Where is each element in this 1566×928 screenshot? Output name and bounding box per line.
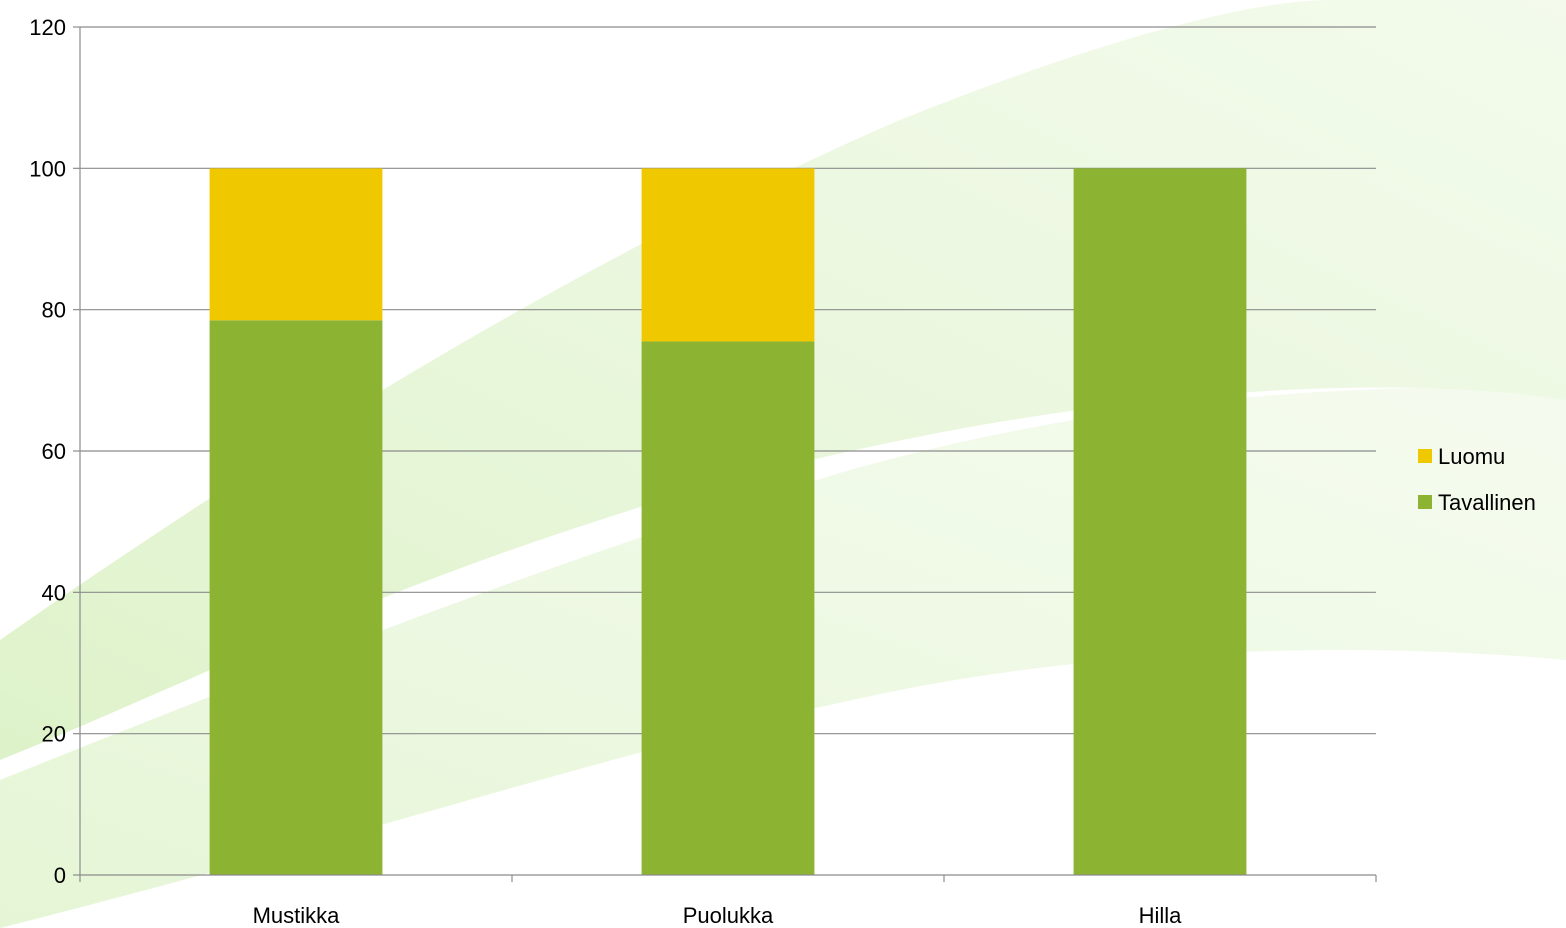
x-tick-label: Mustikka bbox=[253, 903, 341, 928]
axes bbox=[73, 26, 1377, 882]
bar-luomu-puolukka bbox=[641, 168, 815, 342]
x-tick-label: Puolukka bbox=[683, 903, 774, 928]
y-tick-label: 100 bbox=[29, 156, 66, 181]
y-tick-label: 60 bbox=[42, 439, 66, 464]
y-tick-label: 80 bbox=[42, 298, 66, 323]
y-tick-label: 120 bbox=[29, 15, 66, 40]
legend-swatch-tavallinen bbox=[1418, 495, 1432, 509]
y-tick-label: 40 bbox=[42, 580, 66, 605]
legend-label-tavallinen: Tavallinen bbox=[1438, 490, 1536, 515]
y-axis-tick-labels: 0 20 40 60 80 100 120 bbox=[29, 15, 66, 888]
legend: Luomu Tavallinen bbox=[1418, 444, 1536, 515]
x-axis-tick-labels: Mustikka Puolukka Hilla bbox=[253, 903, 1183, 928]
bar-tavallinen-mustikka bbox=[209, 320, 383, 875]
bar-tavallinen-puolukka bbox=[641, 341, 815, 875]
y-tick-label: 20 bbox=[42, 722, 66, 747]
x-tick-label: Hilla bbox=[1139, 903, 1183, 928]
legend-swatch-luomu bbox=[1418, 449, 1432, 463]
bar-luomu-mustikka bbox=[209, 168, 383, 321]
bars bbox=[209, 168, 1247, 876]
bar-tavallinen-hilla bbox=[1073, 168, 1247, 876]
y-tick-label: 0 bbox=[54, 863, 66, 888]
legend-label-luomu: Luomu bbox=[1438, 444, 1505, 469]
